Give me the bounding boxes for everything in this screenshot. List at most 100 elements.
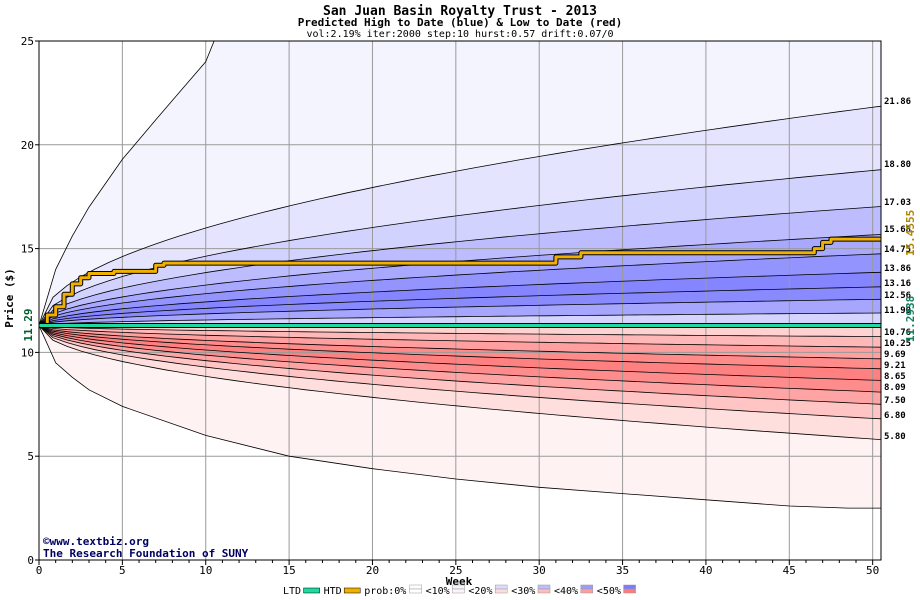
band-boundary-line (38, 325, 882, 370)
band-high-6 (39, 286, 881, 326)
band-boundary-line (38, 325, 882, 440)
legend-label-htd: HTD (324, 586, 342, 597)
credit-organization: The Research Foundation of SUNY (43, 547, 249, 560)
band-boundary-line (38, 325, 882, 348)
legend: LTD HTD prob:0% <10% <20% <30% <40% <50% (283, 584, 636, 597)
band-boundary-line (38, 271, 882, 326)
x-tick-label: 40 (699, 564, 712, 577)
band-end-label: 13.16 (884, 279, 911, 289)
legend-swatch-htd (343, 587, 361, 594)
outer-high-line (38, 40, 215, 326)
band-low-outer (39, 325, 881, 509)
band-high-4 (39, 253, 881, 326)
x-tick-label: 0 (36, 564, 43, 577)
band-end-label: 15.68 (884, 225, 911, 235)
y-tick-label: 10 (21, 346, 34, 359)
legend-swatch-low (409, 588, 422, 594)
legend-swatch-low (623, 588, 636, 594)
legend-swatch-ltd (303, 587, 320, 594)
band-high-8 (39, 313, 881, 326)
band-end-label: 21.86 (884, 97, 911, 107)
band-boundary-line (38, 325, 882, 337)
band-boundary-line (38, 105, 882, 326)
legend-label: <30% (511, 586, 535, 597)
y-tick-label: 0 (27, 554, 34, 567)
legend-swatch-high (537, 584, 551, 590)
band-end-label: 18.80 (884, 160, 911, 170)
x-tick-label: 25 (449, 564, 462, 577)
htd-line (39, 237, 881, 328)
x-tick-label: 50 (866, 564, 879, 577)
y-tick-label: 15 (21, 243, 34, 256)
band-low-1 (39, 325, 881, 348)
series-lines (39, 236, 881, 329)
credit-website: ©www.textbiz.org (43, 535, 149, 548)
band-boundary-line (38, 253, 882, 326)
band-end-label: 5.80 (884, 432, 906, 442)
y-axis-title: Price ($) (3, 268, 16, 328)
band-low-8 (39, 325, 881, 440)
grid (39, 41, 881, 560)
legend-label: <40% (554, 586, 578, 597)
band-end-label: 10.76 (884, 328, 911, 338)
legend-swatch-high (580, 584, 594, 590)
band-low-4 (39, 325, 881, 381)
band-low-2 (39, 325, 881, 359)
y-tick-label: 5 (27, 450, 34, 463)
band-high-outer (39, 41, 881, 326)
band-end-label: 9.21 (884, 361, 906, 371)
band-boundary-line (38, 325, 882, 381)
ltd-current-value: 11.2938 (904, 296, 917, 342)
band-boundary-line (38, 325, 882, 360)
legend-swatch-high (452, 584, 465, 590)
band-end-label: 6.80 (884, 411, 906, 421)
band-low-7 (39, 325, 881, 419)
band-boundary-line (38, 286, 882, 326)
band-boundary-line (38, 325, 882, 393)
band-end-label: 9.69 (884, 350, 906, 360)
band-low-0 (39, 325, 881, 337)
band-high-3 (39, 234, 881, 326)
band-boundary-line (38, 325, 882, 420)
band-end-labels: 21.86 18.80 17.03 15.68 14.75 13.86 13.16 12.56… (884, 97, 911, 442)
band-end-label: 13.86 (884, 264, 911, 274)
band-boundary-line (38, 325, 882, 405)
legend-swatch-low (537, 588, 551, 594)
band-end-label: 7.50 (884, 396, 906, 406)
legend-swatch-low (494, 588, 508, 594)
legend-swatch-high (494, 584, 508, 590)
legend-label-ltd: LTD (283, 586, 301, 597)
legend-label: prob:0% (364, 586, 406, 597)
x-tick-label: 10 (199, 564, 212, 577)
x-axis-ticks: 0 5 10 15 20 25 30 35 40 45 50 (36, 560, 879, 577)
x-tick-label: 45 (783, 564, 796, 577)
y-tick-label: 25 (21, 35, 34, 48)
band-boundary-line (38, 298, 882, 326)
legend-swatch-high (623, 584, 636, 590)
band-boundaries (38, 105, 882, 440)
y-axis-ticks: 0 5 10 15 20 25 (21, 35, 39, 567)
band-low-3 (39, 325, 881, 369)
x-tick-label: 20 (366, 564, 379, 577)
band-high-5 (39, 272, 881, 326)
x-tick-label: 30 (533, 564, 546, 577)
legend-swatch-high (409, 584, 422, 590)
band-low-5 (39, 325, 881, 393)
band-end-label: 12.56 (884, 291, 911, 301)
y-tick-label: 20 (21, 139, 34, 152)
band-low-6 (39, 325, 881, 405)
probability-bands (39, 41, 881, 509)
chart-subtitle: Predicted High to Date (blue) & Low to D… (298, 16, 623, 29)
legend-swatch-low (580, 588, 594, 594)
band-high-2 (39, 206, 881, 326)
band-end-label: 11.90 (884, 306, 911, 316)
legend-label: <50% (597, 586, 621, 597)
start-price-label: 11.29 (22, 308, 35, 341)
band-high-0 (39, 106, 881, 326)
legend-label: <10% (426, 586, 450, 597)
outer-envelope (38, 40, 881, 509)
band-boundary-line (38, 312, 882, 326)
legend-swatch-low (452, 588, 465, 594)
band-end-label: 10.25 (884, 339, 911, 349)
